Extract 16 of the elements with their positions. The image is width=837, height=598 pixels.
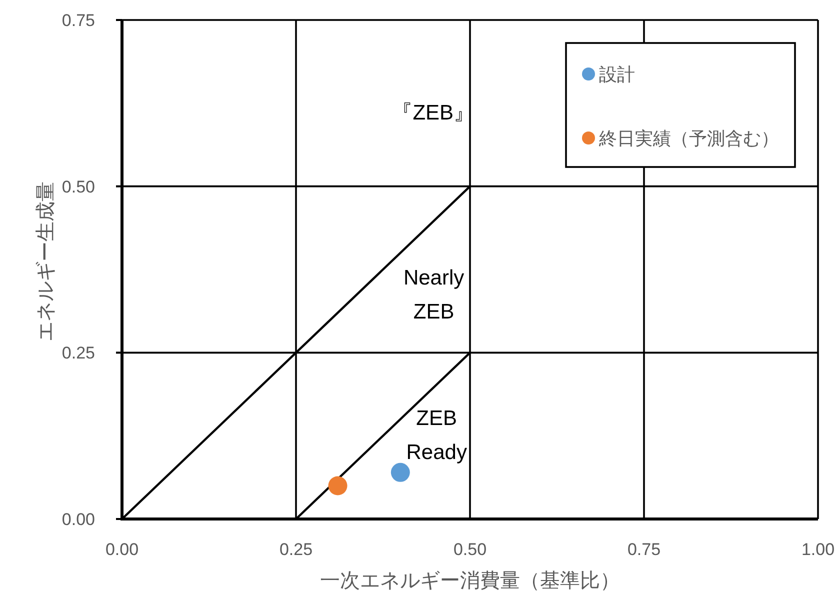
x-tick-label: 0.75 [627, 540, 661, 559]
y-tick-label: 0.00 [62, 510, 95, 529]
annotation: ZEB Ready [406, 407, 467, 464]
annotation: 『ZEB』 [392, 101, 475, 124]
x-tick-label: 0.25 [279, 540, 313, 559]
annotation: Nearly ZEB [403, 266, 464, 324]
y-tick-label: 0.75 [62, 11, 95, 30]
x-tick-label: 0.00 [105, 540, 139, 559]
legend-label: 設計 [599, 64, 635, 84]
y-axis-title: エネルギー生成量 [35, 182, 57, 342]
legend-label: 終日実績（予測含む） [598, 128, 779, 148]
x-tick-label: 0.50 [453, 540, 487, 559]
y-tick-label: 0.50 [62, 177, 95, 196]
x-axis-title: 一次エネルギー消費量（基準比） [320, 570, 620, 592]
x-tick-label: 1.00 [801, 540, 835, 559]
y-tick-label: 0.25 [62, 344, 95, 363]
